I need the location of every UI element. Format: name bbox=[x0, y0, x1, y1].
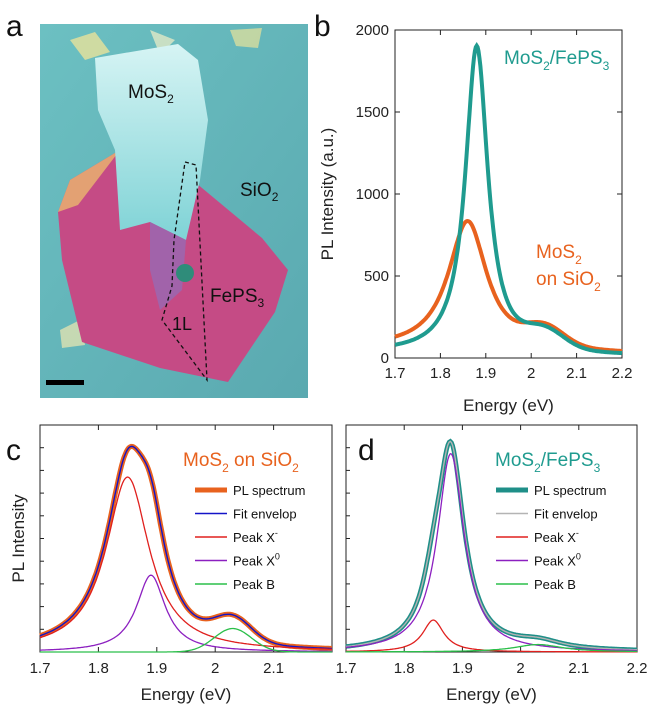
x-tick-label-c: 2.1 bbox=[263, 660, 284, 677]
x-tick-label-b: 1.9 bbox=[475, 365, 496, 382]
small-flake bbox=[70, 32, 110, 60]
small-flake bbox=[230, 28, 262, 48]
series-label-mos2-sio2-line2: on SiO2 bbox=[536, 269, 601, 294]
legend-label-d: Peak B bbox=[534, 577, 576, 592]
fit-envelope-d bbox=[345, 440, 638, 651]
monolayer-annotation: 1L bbox=[172, 314, 192, 334]
micrograph bbox=[40, 24, 308, 398]
x-tick-label-b: 1.7 bbox=[385, 365, 406, 382]
x-tick-label-c: 1.8 bbox=[88, 660, 109, 677]
x-axis-label-b: Energy (eV) bbox=[463, 396, 554, 415]
x-tick-label-b: 1.8 bbox=[430, 365, 451, 382]
x-tick-label-c: 1.9 bbox=[146, 660, 167, 677]
x-tick-label-d: 2.1 bbox=[568, 660, 589, 677]
peak-component-c bbox=[40, 627, 332, 653]
legend-label-c: Peak X- bbox=[233, 528, 278, 545]
small-flake bbox=[150, 30, 175, 55]
pl-spectrum-c bbox=[39, 443, 332, 651]
y-tick-label-b: 1500 bbox=[356, 104, 389, 121]
panel-title-c: MoS2 on SiO2 bbox=[183, 450, 299, 475]
series-line-b bbox=[394, 218, 623, 353]
peak-component-d bbox=[346, 643, 637, 653]
x-tick-label-d: 2.2 bbox=[627, 660, 648, 677]
feps3-annotation: FePS3 bbox=[210, 286, 265, 310]
sio2-annotation: SiO2 bbox=[240, 180, 279, 204]
measurement-spot bbox=[176, 264, 194, 282]
peak-component-c bbox=[39, 476, 333, 650]
y-tick-label-b: 500 bbox=[364, 268, 389, 285]
y-axis-label-c: PL Intensity bbox=[9, 494, 28, 583]
panel-title-d: MoS2/FePS3 bbox=[495, 450, 601, 475]
panel-a: a MoS2 SiO2 FePS3 bbox=[6, 10, 308, 398]
peak-component-c bbox=[40, 574, 332, 652]
monolayer-outline bbox=[161, 161, 208, 383]
legend-label-d: Peak X0 bbox=[534, 552, 581, 569]
x-tick-label-d: 1.8 bbox=[394, 660, 415, 677]
monolayer-region bbox=[150, 222, 186, 310]
panel-label-b: b bbox=[314, 10, 331, 43]
legend-label-c: Peak B bbox=[233, 577, 275, 592]
panel-label-d: d bbox=[358, 434, 375, 467]
x-tick-label-c: 1.7 bbox=[30, 660, 51, 677]
panel-label-a: a bbox=[6, 10, 23, 43]
y-tick-label-b: 1000 bbox=[356, 186, 389, 203]
x-tick-label-b: 2.2 bbox=[612, 365, 633, 382]
legend-label-d: PL spectrum bbox=[534, 483, 607, 498]
legend-label-d: Fit envelop bbox=[534, 507, 598, 522]
mos2-annotation: MoS2 bbox=[128, 82, 174, 106]
legend-label-c: Fit envelop bbox=[233, 507, 297, 522]
y-axis-label-b: PL Intensity (a.u.) bbox=[318, 128, 337, 261]
chart-c: c 1.7 1.8 1.9 2 2.1 Energy (eV) PL Intensity MoS… bbox=[6, 424, 333, 704]
legend-label-c: Peak X0 bbox=[233, 552, 280, 569]
scale-bar bbox=[46, 380, 84, 385]
plot-frame-b bbox=[394, 29, 623, 359]
mos2-flake bbox=[95, 44, 208, 240]
peak-component-d bbox=[345, 452, 637, 652]
chart-d: d 1.7 1.8 1.9 2 2.1 2.2 Energy (eV) MoS2/FePS3 PL… bbox=[336, 424, 648, 704]
x-tick-label-d: 1.7 bbox=[336, 660, 357, 677]
fit-envelope-c bbox=[39, 445, 332, 650]
legend-label-d: Peak X- bbox=[534, 528, 579, 545]
chart-b: b 1.7 1.8 1.9 2 2.1 2.2 0 500 1000 1500 2000 Energy … bbox=[314, 10, 632, 415]
x-tick-label-d: 1.9 bbox=[452, 660, 473, 677]
x-axis-label-d: Energy (eV) bbox=[446, 685, 537, 704]
x-tick-label-b: 2.1 bbox=[566, 365, 587, 382]
y-tick-label-b: 2000 bbox=[356, 22, 389, 39]
panel-label-c: c bbox=[6, 434, 21, 467]
x-tick-label-d: 2 bbox=[516, 660, 524, 677]
series-line-b bbox=[394, 42, 623, 356]
feps3-edge bbox=[58, 150, 120, 212]
x-axis-label-c: Energy (eV) bbox=[141, 685, 232, 704]
x-tick-label-c: 2 bbox=[211, 660, 219, 677]
legend-label-c: PL spectrum bbox=[233, 483, 306, 498]
x-tick-label-b: 2 bbox=[527, 365, 535, 382]
series-label-mos2-feps3: MoS2/FePS3 bbox=[504, 48, 610, 73]
y-tick-label-b: 0 bbox=[381, 350, 389, 367]
series-label-mos2-sio2-line1: MoS2 bbox=[536, 242, 582, 267]
